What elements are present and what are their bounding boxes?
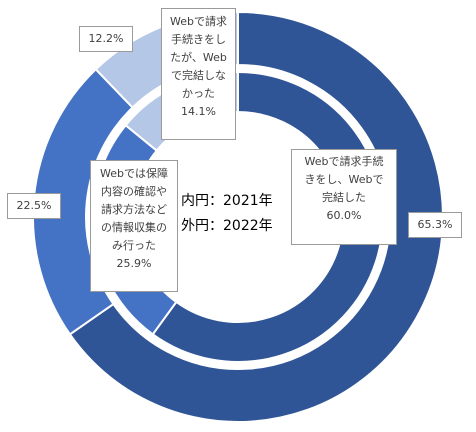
outer-label-slice-1: 65.3% (408, 212, 462, 238)
center-text-outer-year: 外円：2022年 (181, 218, 273, 234)
inner-label-slice-3: Webで請求 手続きをし たが、Web で完結しな かった 14.1% (161, 8, 236, 140)
outer-label-slice-2: 22.5% (7, 193, 61, 219)
outer-label-slice-3: 12.2% (79, 26, 133, 52)
center-text-inner-year: 内円：2021年 (181, 193, 273, 209)
inner-label-slice-2: Webでは保障 内容の確認や 請求方法など の情報収集の み行った 25.9% (90, 160, 178, 292)
inner-label-slice-1: Webで請求手続 きをし、Webで 完結した 60.0% (291, 149, 397, 245)
